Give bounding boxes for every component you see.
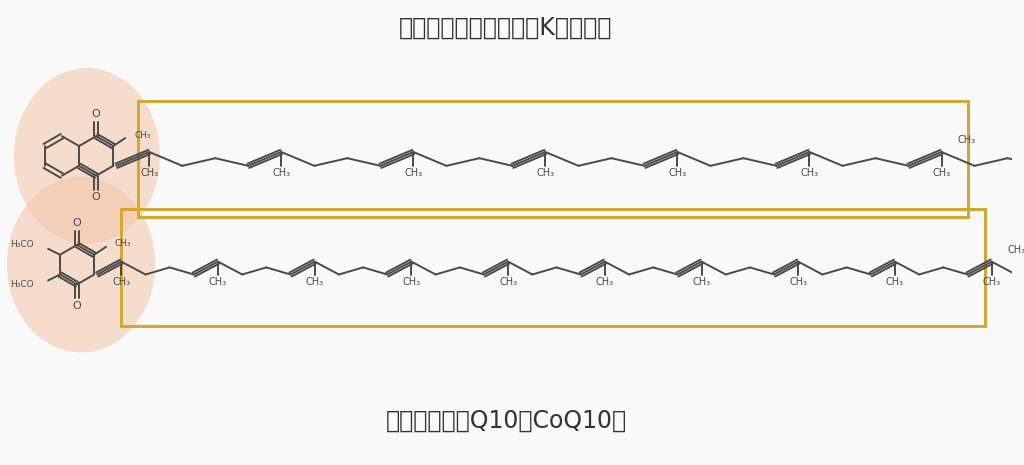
Text: O: O bbox=[73, 218, 82, 228]
Text: CH₃: CH₃ bbox=[404, 168, 423, 178]
Text: CH₃: CH₃ bbox=[209, 278, 227, 287]
Text: CH₃: CH₃ bbox=[669, 168, 686, 178]
Text: CH₃: CH₃ bbox=[537, 168, 554, 178]
Text: O: O bbox=[73, 301, 82, 311]
Text: CH₃: CH₃ bbox=[115, 239, 131, 248]
Ellipse shape bbox=[7, 177, 156, 352]
Text: CH₃: CH₃ bbox=[499, 278, 517, 287]
Text: CH₃: CH₃ bbox=[886, 278, 904, 287]
Text: CH₃: CH₃ bbox=[957, 135, 976, 145]
Text: O: O bbox=[92, 193, 100, 202]
Text: CH₃: CH₃ bbox=[790, 278, 807, 287]
Text: メナキノン（ビタミンKの一種）: メナキノン（ビタミンKの一種） bbox=[399, 15, 612, 40]
Text: CH₃: CH₃ bbox=[306, 278, 324, 287]
Text: O: O bbox=[92, 109, 100, 120]
Text: H₃CO: H₃CO bbox=[9, 280, 33, 289]
Text: CH₃: CH₃ bbox=[1008, 245, 1024, 255]
Text: CH₃: CH₃ bbox=[596, 278, 614, 287]
Text: CH₃: CH₃ bbox=[272, 168, 291, 178]
Text: CH₃: CH₃ bbox=[983, 278, 1000, 287]
Text: CH₃: CH₃ bbox=[140, 168, 159, 178]
Text: CH₃: CH₃ bbox=[402, 278, 421, 287]
Text: CH₃: CH₃ bbox=[692, 278, 711, 287]
Text: CH₃: CH₃ bbox=[801, 168, 818, 178]
Text: CH₃: CH₃ bbox=[113, 278, 130, 287]
Text: CH₃: CH₃ bbox=[134, 131, 151, 140]
Ellipse shape bbox=[14, 68, 160, 244]
Text: CH₃: CH₃ bbox=[933, 168, 950, 178]
Text: コエンザイムQ10（CoQ10）: コエンザイムQ10（CoQ10） bbox=[385, 409, 627, 433]
Text: H₃CO: H₃CO bbox=[9, 240, 33, 249]
